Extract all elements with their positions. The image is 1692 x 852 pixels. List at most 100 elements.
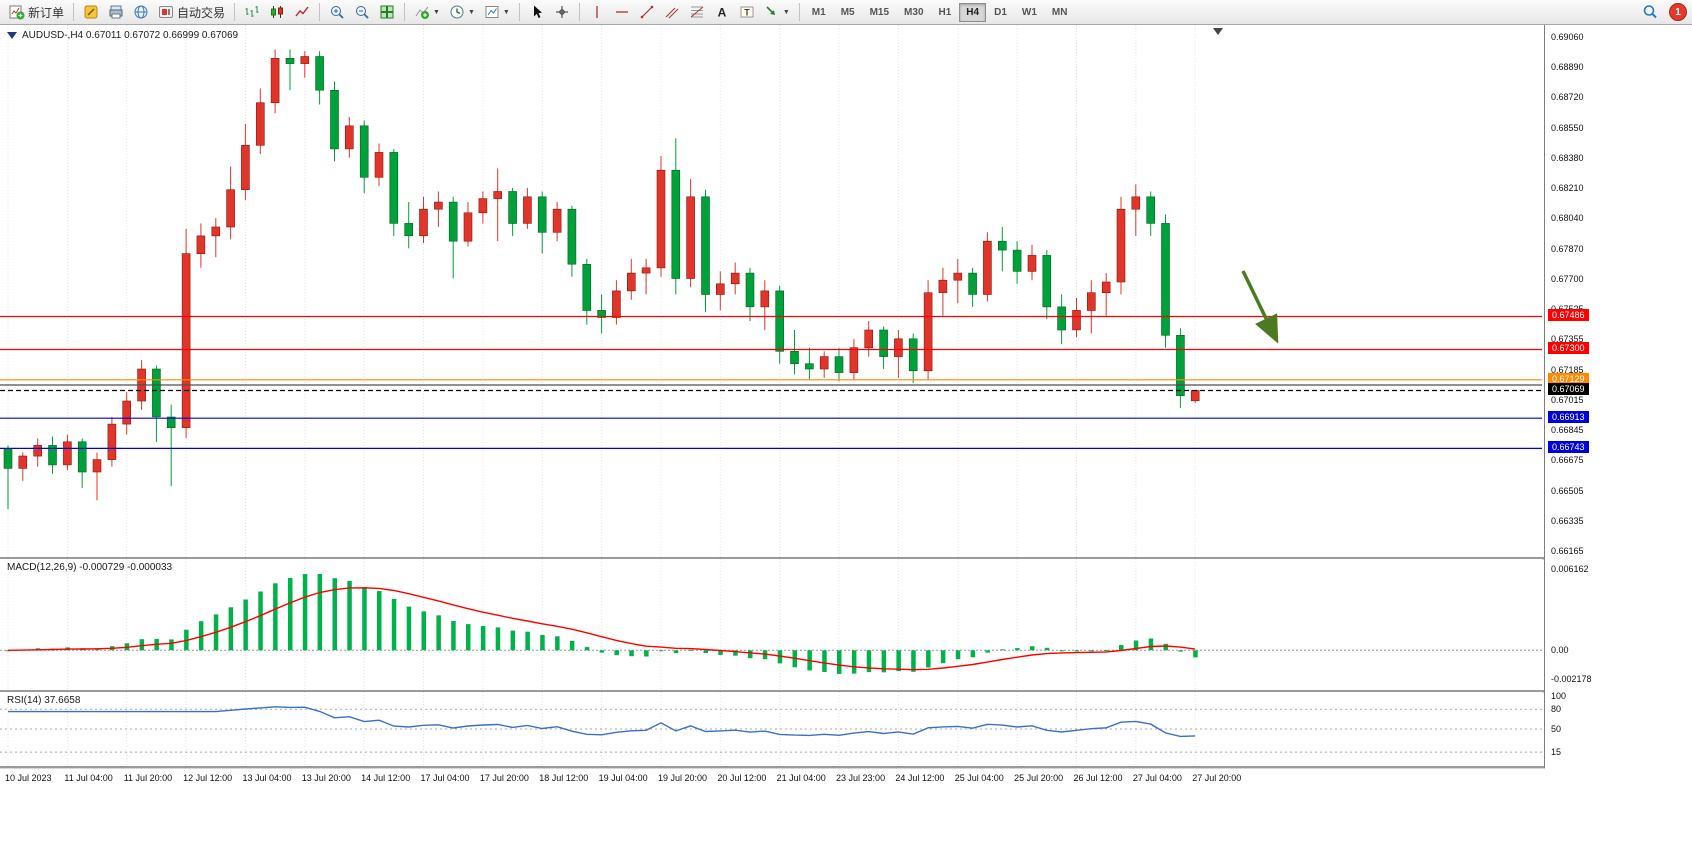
timeframe-mn-button[interactable]: MN (1045, 3, 1075, 22)
bar-chart-icon (245, 6, 259, 17)
price-tick-label: 0.67015 (1551, 394, 1584, 405)
new-order-button[interactable]: 新订单 (5, 2, 68, 23)
rsi-axis-label: 15 (1551, 747, 1562, 758)
periods-icon (450, 5, 464, 19)
candles-layer (3, 49, 1200, 510)
bar-chart-button[interactable] (240, 2, 264, 23)
price-tick-label: 0.66335 (1551, 515, 1584, 526)
macd-panel-canvas[interactable] (0, 559, 1542, 690)
down-arrow-annotation[interactable] (1241, 270, 1279, 344)
chart-region: AUDUSD-,H4 0.67011 0.67072 0.66999 0.670… (0, 25, 1692, 852)
time-label: 20 Jul 12:00 (717, 773, 767, 783)
autotrading-button-label: 自动交易 (177, 5, 226, 20)
templates-button[interactable]: ▼ (480, 2, 514, 23)
toolbar-separator (404, 3, 406, 21)
svg-text:T: T (744, 8, 750, 18)
macd-signal-line (7, 587, 1196, 671)
price-level-badge: 0.67300 (1548, 342, 1589, 355)
text-button[interactable]: A (710, 2, 734, 23)
timeframe-m5-button[interactable]: M5 (834, 3, 862, 22)
trendline-icon (640, 5, 654, 19)
chart-title: AUDUSD-,H4 0.67011 0.67072 0.66999 0.670… (7, 30, 238, 41)
rsi-axis-label: 100 (1551, 691, 1567, 701)
time-label: 24 Jul 12:00 (895, 773, 945, 783)
equidistant-channel-button[interactable] (660, 2, 684, 23)
time-axis-splitter (0, 766, 1545, 769)
rsi-axis-label: 80 (1551, 704, 1562, 715)
autotrading-button[interactable]: 自动交易 (154, 2, 229, 23)
macd-label: MACD(12,26,9) -0.000729 -0.000033 (7, 562, 173, 573)
search-button[interactable] (1638, 2, 1662, 23)
indicators-button[interactable]: ▼ (410, 2, 444, 23)
timeframe-h1-button[interactable]: H1 (932, 3, 959, 22)
time-label: 12 Jul 12:00 (183, 773, 233, 783)
timeframe-w1-button[interactable]: W1 (1015, 3, 1044, 22)
price-level-badge: 0.66743 (1548, 441, 1589, 454)
line-chart-button[interactable] (290, 2, 314, 23)
price-chart-canvas[interactable] (0, 25, 1542, 557)
autotrading-icon (159, 6, 174, 18)
price-tick-label: 0.68720 (1551, 92, 1584, 103)
chevron-down-icon: ▼ (433, 8, 440, 16)
time-label: 17 Jul 04:00 (420, 773, 470, 783)
arrows-button[interactable]: ▼ (760, 2, 794, 23)
search-icon (1643, 5, 1657, 19)
text-label-icon: T (740, 6, 754, 18)
refresh-button[interactable] (129, 2, 153, 23)
text-label-button[interactable]: T (735, 2, 759, 23)
price-tick-label: 0.68380 (1551, 152, 1584, 163)
crosshair-button[interactable] (550, 2, 574, 23)
text-icon: A (718, 6, 727, 20)
timeframe-m30-button[interactable]: M30 (897, 3, 930, 22)
printer-button[interactable] (104, 2, 128, 23)
notification-badge[interactable]: 1 (1669, 3, 1687, 21)
toolbar-separator (73, 3, 75, 21)
chevron-down-icon: ▼ (502, 8, 510, 16)
arrows-icon (766, 6, 775, 15)
vertical-line-button[interactable] (585, 2, 609, 23)
toolbar-separator (234, 3, 236, 21)
rsi-line (8, 706, 1196, 738)
metaeditor-button[interactable] (79, 2, 103, 23)
trendline-button[interactable] (635, 2, 659, 23)
fibonacci-icon (690, 6, 704, 18)
timeframe-h4-button[interactable]: H4 (959, 2, 987, 22)
cursor-button[interactable] (525, 2, 549, 23)
rsi-panel-canvas[interactable] (0, 692, 1542, 766)
price-level-badge: 0.67069 (1548, 383, 1589, 396)
timeframe-m1-button[interactable]: M1 (805, 3, 833, 22)
timeframe-m15-button[interactable]: M15 (863, 3, 896, 22)
tile-windows-button[interactable] (375, 2, 399, 23)
rsi-axis-label: 50 (1551, 724, 1562, 734)
time-label: 11 Jul 04:00 (64, 773, 113, 783)
price-axis[interactable]: 0.69060 0.68890 0.68720 0.68550 0.68380 0.682… (1546, 25, 1692, 825)
printer-icon (109, 5, 123, 19)
chevron-down-icon: ▼ (467, 8, 475, 16)
zoom-in-icon (331, 6, 344, 19)
time-label: 23 Jul 23:00 (836, 773, 886, 783)
candlestick-chart-button[interactable] (265, 2, 289, 23)
fibonacci-button[interactable] (685, 2, 709, 23)
zoom-in-button[interactable] (325, 2, 349, 23)
tile-windows-icon (380, 5, 394, 19)
chart-menu-triangle-icon[interactable] (7, 32, 17, 39)
zoom-out-button[interactable] (350, 2, 374, 23)
time-label: 14 Jul 12:00 (361, 773, 411, 783)
horizontal-lines-layer[interactable] (0, 315, 1542, 449)
toolbar-separator (578, 3, 580, 21)
main-toolbar: 新订单 自动交易 ▼ ▼ ▼ A T ▼ M1 M5 M15 M30 H1 H4 D1 W1 MN 1 (0, 0, 1692, 25)
price-tick-label: 0.68550 (1551, 122, 1584, 133)
price-level-badge: 0.67129 (1548, 372, 1589, 385)
timeframe-d1-button[interactable]: D1 (987, 3, 1014, 22)
price-tick-label: 0.68210 (1551, 183, 1584, 194)
crosshair-icon (555, 6, 568, 18)
toolbar-separator (798, 3, 800, 21)
toolbar-separator (319, 3, 321, 21)
periods-button[interactable]: ▼ (445, 2, 479, 23)
horizontal-line-button[interactable] (610, 2, 634, 23)
time-axis[interactable]: 10 Jul 2023 11 Jul 04:00 11 Jul 20:00 12 Ju… (0, 768, 1545, 792)
time-label: 13 Jul 04:00 (242, 773, 292, 783)
chart-shift-marker-icon[interactable] (1213, 28, 1223, 35)
chart-ohlc-text: AUDUSD-,H4 0.67011 0.67072 0.66999 0.670… (22, 30, 239, 41)
time-label: 13 Jul 20:00 (301, 773, 351, 783)
